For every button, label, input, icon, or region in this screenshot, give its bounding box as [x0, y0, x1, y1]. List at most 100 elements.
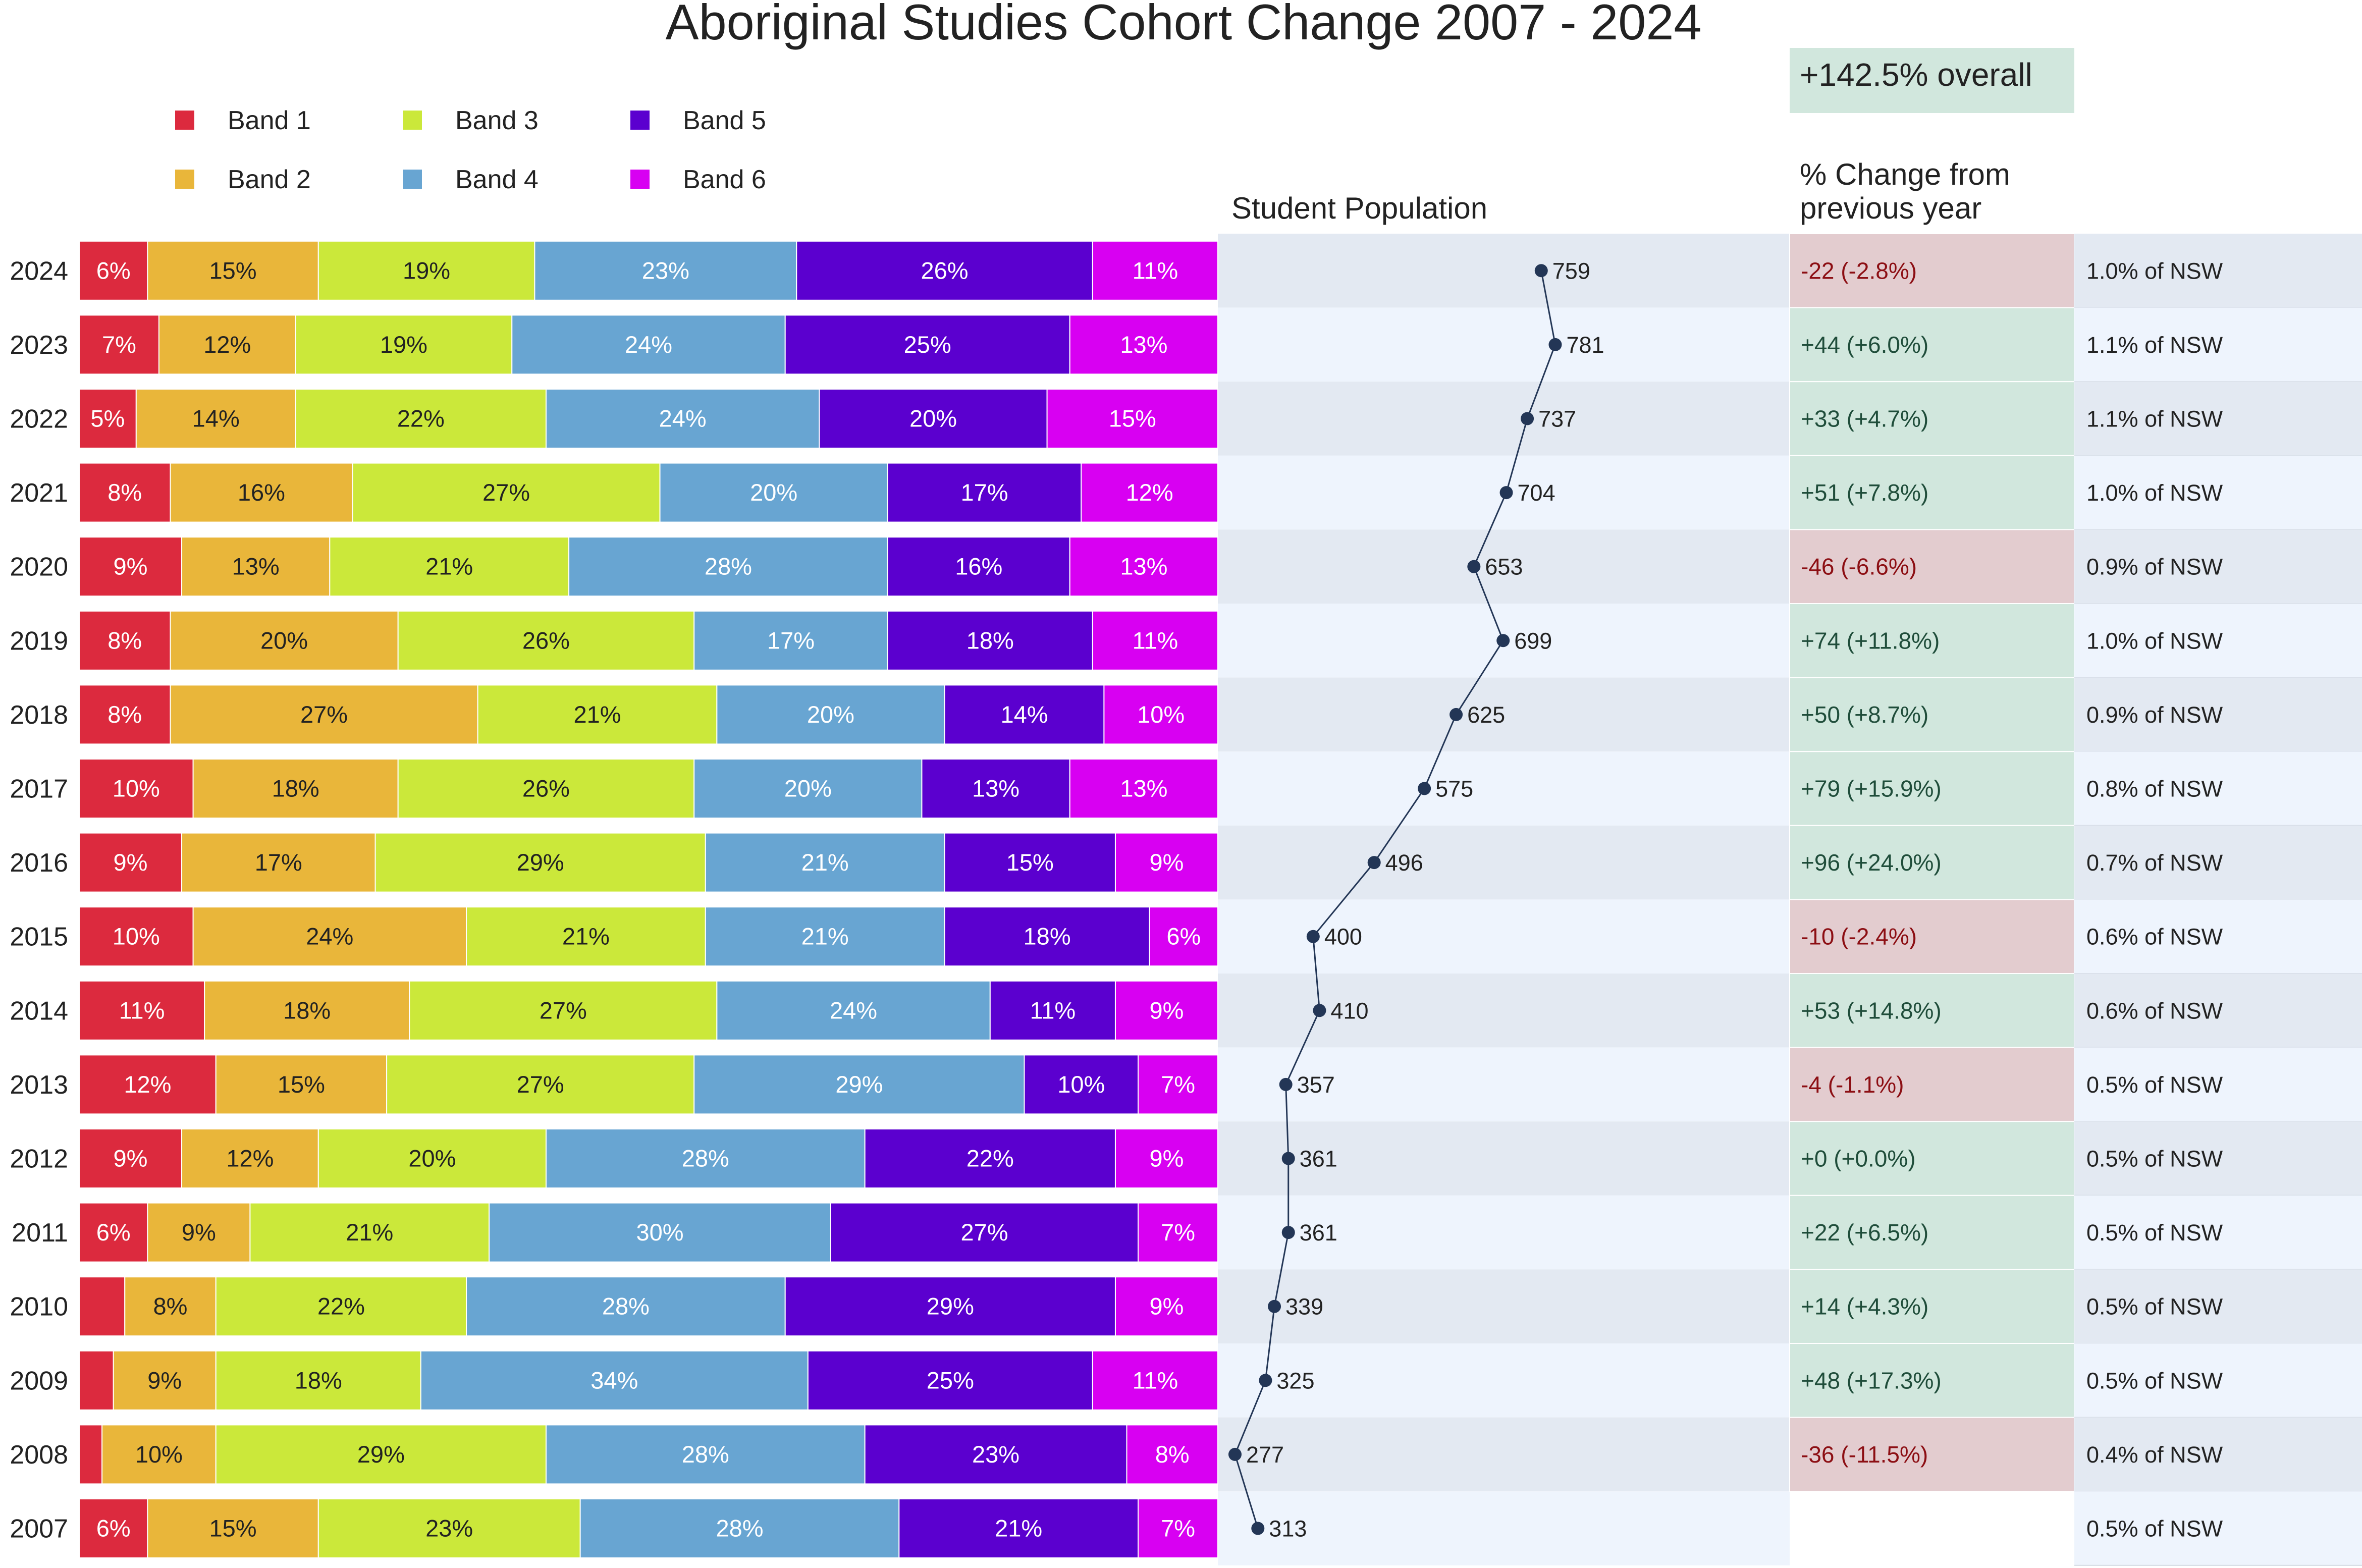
nsw-share-cells: 1.0% of NSW 1.1% of NSW 1.1% of NSW 1.0% of… [2074, 234, 2362, 1566]
bar-segment-band-6 [1092, 610, 1219, 671]
bar-segment-band-2 [170, 684, 478, 745]
bar-segment-label: 29% [927, 1293, 974, 1320]
change-cell-bg [1789, 1343, 2075, 1418]
nsw-row-bg [2074, 604, 2362, 678]
population-point [1281, 1226, 1295, 1239]
bar-segment-band-6 [1103, 684, 1218, 745]
bar-segment-label: 28% [682, 1145, 729, 1172]
bar-segment-band-5 [784, 1276, 1116, 1337]
year-label: 2009 [10, 1366, 68, 1395]
bar-segment-label: 17% [255, 849, 302, 876]
bar-segment-band-4 [705, 832, 945, 893]
bar-segment-band-4 [693, 759, 923, 819]
bar-segment-band-6 [1138, 1498, 1219, 1558]
bar-segment-label: 9% [182, 1219, 216, 1246]
population-row-bg [1218, 1343, 1790, 1418]
bar-segment-band-2 [170, 610, 399, 671]
population-value-label: 361 [1300, 1146, 1337, 1172]
population-point [1313, 1004, 1326, 1017]
change-cell-bg [1789, 603, 2075, 678]
bar-segment-label: 23% [972, 1441, 1019, 1468]
bar-segment-label: 8% [108, 701, 142, 728]
bar-segment-band-1 [79, 1276, 126, 1337]
bar-segment-label: 20% [750, 479, 797, 506]
bar-segment-label: 8% [108, 479, 142, 506]
bar-segment-label: 10% [1057, 1071, 1105, 1098]
population-value-label: 496 [1385, 850, 1423, 876]
bar-segment-label: 7% [1161, 1071, 1195, 1098]
bar-segment-label: 30% [636, 1219, 684, 1246]
nsw-row-bg [2074, 677, 2362, 752]
bar-segment-label: 26% [522, 775, 570, 802]
bar-segment-band-4 [420, 1350, 809, 1411]
nsw-row-bg [2074, 234, 2362, 308]
bar-segment-label: 12% [226, 1145, 274, 1172]
bar-segment-band-3 [317, 240, 535, 301]
nsw-row-bg [2074, 1047, 2362, 1122]
population-value-label: 704 [1518, 480, 1555, 506]
bar-segment-band-4 [693, 1054, 1025, 1115]
bar-segment-label: 11% [119, 997, 165, 1023]
nsw-row-bg [2074, 455, 2362, 530]
year-label: 2014 [10, 996, 68, 1025]
bar-segment-label: 27% [482, 479, 530, 506]
bar-segment-label: 21% [562, 923, 610, 950]
change-label: +44 (+6.0%) [1801, 332, 1928, 358]
bar-segment-band-3 [317, 1128, 547, 1188]
population-row-bg [1218, 1269, 1790, 1343]
bar-segment-band-2 [147, 1202, 251, 1263]
nsw-share-label: 1.0% of NSW [2086, 480, 2223, 506]
change-cells: -22 (-2.8%) +44 (+6.0%) +33 (+4.7%) +51 (+7… [1789, 233, 2075, 1492]
bar-segment-label: 9% [147, 1367, 182, 1393]
band-bars: 6% 15% 19% 23% 26% 11% 7% 12% 19% 24% 25% 13% 5% 14% 2… [79, 240, 1219, 1558]
bar-segment-band-4 [579, 1498, 900, 1558]
bar-segment-label: 18% [1024, 923, 1071, 950]
year-label: 2024 [10, 256, 68, 286]
nsw-share-label: 0.5% of NSW [2086, 1072, 2223, 1098]
bar-segment-band-3 [295, 389, 547, 449]
nsw-row-bg [2074, 1121, 2362, 1196]
nsw-share-label: 0.9% of NSW [2086, 702, 2223, 728]
change-cell-bg [1789, 825, 2075, 900]
population-point [1268, 1300, 1281, 1313]
bar-segment-band-5 [784, 314, 1070, 375]
change-cell-bg [1789, 751, 2075, 826]
nsw-share-label: 0.5% of NSW [2086, 1294, 2223, 1320]
bar-segment-label: 17% [960, 479, 1008, 506]
population-point [1496, 634, 1510, 647]
bar-segment-band-1 [79, 1424, 103, 1485]
population-row-bg [1218, 529, 1790, 604]
population-row-bg [1218, 1417, 1790, 1492]
bar-segment-label: 25% [927, 1367, 974, 1393]
legend-swatch-band-1 [175, 111, 194, 130]
bar-segment-label: 21% [425, 553, 473, 580]
bar-segment-band-3 [317, 1498, 581, 1558]
change-label: +51 (+7.8%) [1801, 479, 1928, 506]
bar-segment-label: 21% [995, 1515, 1042, 1542]
population-point [1548, 338, 1562, 351]
nsw-share-label: 0.5% of NSW [2086, 1220, 2223, 1246]
bar-segment-label: 26% [921, 257, 969, 284]
bar-segment-band-4 [534, 240, 797, 301]
nsw-row-bg [2074, 751, 2362, 826]
year-label: 2020 [10, 553, 68, 582]
population-row-bg [1218, 307, 1790, 382]
nsw-row-bg [2074, 1417, 2362, 1492]
population-header: Student Population [1231, 191, 1487, 225]
bar-segment-band-5 [944, 906, 1150, 967]
bar-segment-label: 10% [1137, 701, 1185, 728]
bar-segment-label: 6% [1166, 923, 1201, 950]
nsw-share-label: 0.9% of NSW [2086, 554, 2223, 580]
nsw-row-bg [2074, 382, 2362, 456]
legend-swatch-band-6 [630, 170, 650, 189]
bar-segment-label: 13% [1120, 553, 1167, 580]
bar-segment-band-1 [79, 906, 194, 967]
population-value-label: 759 [1552, 258, 1590, 284]
population-line [1234, 271, 1556, 1529]
bar-segment-label: 18% [283, 997, 331, 1023]
bar-segment-band-5 [830, 1202, 1139, 1263]
change-label: +33 (+4.7%) [1801, 406, 1928, 432]
bar-segment-label: 27% [300, 701, 348, 728]
nsw-share-label: 0.6% of NSW [2086, 924, 2223, 950]
legend-swatch-band-4 [403, 170, 422, 189]
